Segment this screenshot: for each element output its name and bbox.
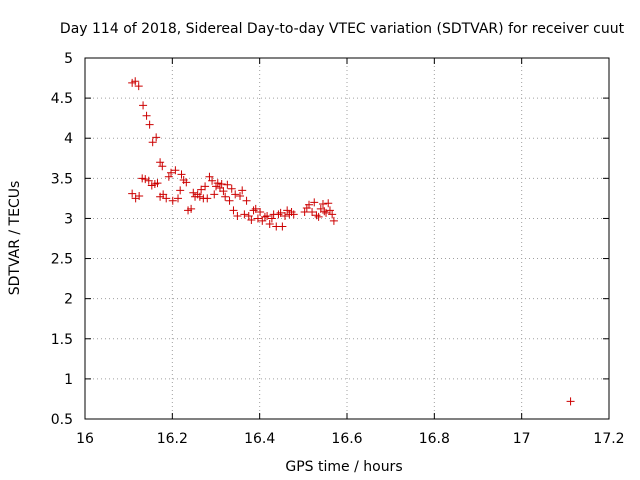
y-tick-label: 3 xyxy=(64,211,73,227)
data-point xyxy=(143,112,151,120)
grid-lines xyxy=(85,58,609,419)
x-tick-label: 16.6 xyxy=(331,431,362,447)
data-points xyxy=(128,77,574,405)
data-point xyxy=(178,170,186,178)
data-point xyxy=(228,185,236,193)
data-point xyxy=(243,197,251,205)
data-point xyxy=(226,197,234,205)
y-tick-label: 2.5 xyxy=(51,252,73,268)
data-point xyxy=(278,222,286,230)
data-point xyxy=(250,206,258,214)
data-point xyxy=(165,173,173,181)
data-point xyxy=(236,192,244,200)
y-tick-label: 0.5 xyxy=(51,412,73,428)
data-point xyxy=(176,186,184,194)
y-tick-label: 1.5 xyxy=(51,332,73,348)
data-point xyxy=(221,193,229,201)
y-tick-label: 4 xyxy=(64,131,73,147)
data-point xyxy=(330,217,338,225)
data-point xyxy=(203,194,211,202)
data-point xyxy=(229,206,237,214)
data-point xyxy=(301,208,309,216)
x-tick-label: 16.8 xyxy=(419,431,450,447)
data-point xyxy=(210,190,218,198)
x-tick-label: 17 xyxy=(513,431,531,447)
x-tick-label: 17.2 xyxy=(593,431,624,447)
data-point xyxy=(319,200,327,208)
chart-title: Day 114 of 2018, Sidereal Day-to-day VTE… xyxy=(60,21,625,37)
x-axis-title: GPS time / hours xyxy=(285,459,402,475)
data-point xyxy=(152,133,160,141)
y-tick-labels: 0.5 1 1.5 2 2.5 3 3.5 4 4.5 5 xyxy=(51,51,73,428)
data-point xyxy=(128,190,136,198)
x-tick-label: 16.2 xyxy=(157,431,188,447)
y-tick-label: 5 xyxy=(64,51,73,67)
data-point xyxy=(567,397,575,405)
sdtvar-scatter-chart: Day 114 of 2018, Sidereal Day-to-day VTE… xyxy=(0,0,640,480)
data-point xyxy=(156,158,164,166)
data-point xyxy=(240,210,248,218)
y-tick-label: 1 xyxy=(64,372,73,388)
data-point xyxy=(158,162,166,170)
data-point xyxy=(274,210,282,218)
y-tick-label: 4.5 xyxy=(51,91,73,107)
data-point xyxy=(238,186,246,194)
x-tick-label: 16 xyxy=(76,431,94,447)
data-point xyxy=(149,138,157,146)
x-tick-labels: 16 16.2 16.4 16.6 16.8 17 17.2 xyxy=(76,431,625,447)
data-point xyxy=(233,212,241,220)
data-point xyxy=(315,213,323,221)
data-point xyxy=(231,190,239,198)
data-point xyxy=(223,181,231,189)
y-axis-title: SDTVAR / TECUs xyxy=(7,181,23,296)
x-tick-label: 16.4 xyxy=(244,431,275,447)
data-point xyxy=(324,199,332,207)
y-tick-label: 3.5 xyxy=(51,171,73,187)
data-point xyxy=(189,189,197,197)
data-point xyxy=(146,121,154,129)
data-point xyxy=(328,210,336,218)
data-point xyxy=(139,101,147,109)
y-tick-label: 2 xyxy=(64,292,73,308)
